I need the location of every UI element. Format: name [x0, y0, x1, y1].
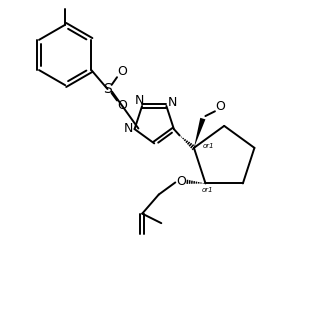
Text: N: N — [124, 122, 134, 135]
Text: N: N — [167, 96, 177, 109]
Text: O: O — [117, 99, 128, 112]
Text: S: S — [103, 82, 112, 96]
Polygon shape — [194, 118, 205, 148]
Text: N: N — [135, 94, 144, 107]
Text: O: O — [177, 175, 187, 188]
Text: or1: or1 — [203, 143, 214, 149]
Text: O: O — [117, 65, 128, 78]
Text: or1: or1 — [202, 187, 213, 193]
Text: O: O — [215, 100, 225, 113]
